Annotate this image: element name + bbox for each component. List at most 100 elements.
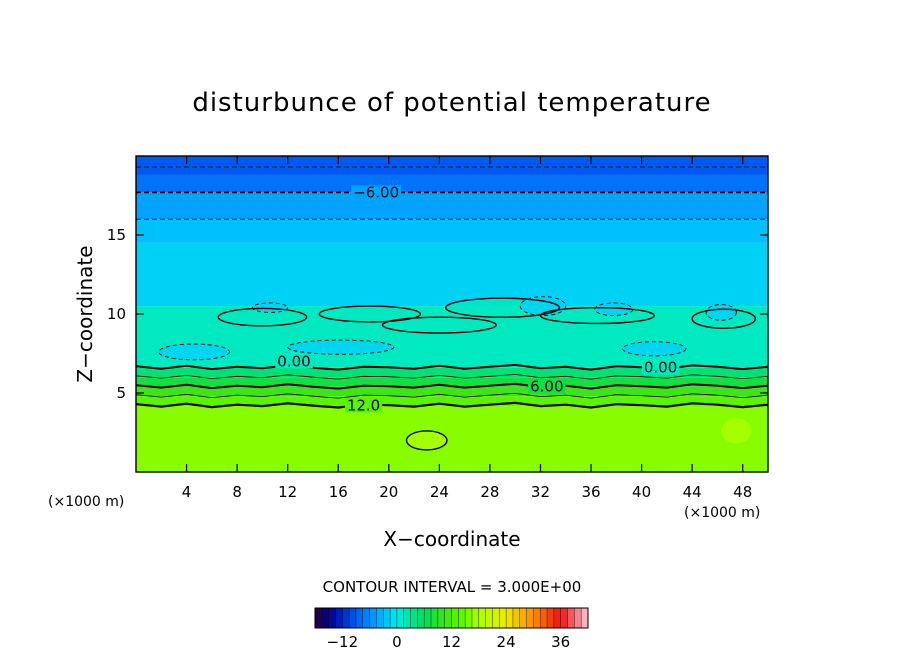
colorbar-cell [499,608,507,628]
contour-band-1 [136,396,768,406]
contour-patch-6 [158,344,230,360]
contour-label-4: 12.0 [347,397,380,415]
contour-band-3 [136,377,768,387]
colorbar-cell [458,608,466,628]
contour-label-1: 0.00 [277,352,310,370]
colorbar-cell [431,608,439,628]
colorbar-cell [506,608,514,628]
x-tick-label-6: 28 [480,483,499,501]
contour-label-0: −6.00 [353,183,399,201]
contour-loop-10 [519,296,567,317]
y-tick-label-1: 10 [107,305,126,323]
contour-patch-5 [382,317,497,333]
colorbar-cell [390,608,398,628]
contour-loop-6 [158,343,230,361]
colorbar-tick-label-3: 24 [497,633,516,651]
colorbar-cell [362,608,370,628]
colorbar-cell [437,608,445,628]
colorbar-cell [533,608,541,628]
colorbar-cell [574,608,582,628]
x-axis-ticks: 4 8 12 16 20 24 28 32 36 40 44 48 [182,156,752,501]
contour-loop-13 [405,430,448,451]
contour-patch-9 [252,302,288,313]
contour-patch-12 [706,304,737,321]
y-tick-label-0: 5 [116,384,126,402]
x-tick-label-7: 32 [531,483,550,501]
contour-band-0 [136,405,768,472]
contour-interval-label: CONTOUR INTERVAL = 3.000E+00 [323,578,582,596]
contour-label-bg-4 [344,398,383,413]
colorbar-cell [315,608,323,628]
contour-patch-8 [622,341,686,356]
colorbar-cell [451,608,459,628]
x-tick-label-11: 48 [733,483,752,501]
contour-band-2 [136,386,768,397]
colorbar-cell [540,608,548,628]
contour-loop-0 [217,307,308,327]
colorbar-cell [465,608,473,628]
contour-band-6 [136,242,768,307]
x-tick-label-0: 4 [182,483,192,501]
colorbar-cell [492,608,500,628]
x-tick-label-3: 16 [329,483,348,501]
colorbar-cell [376,608,384,628]
x-tick-label-1: 8 [232,483,242,501]
contour-label-bg-2 [641,360,680,375]
colorbar-cell [526,608,534,628]
chart-title: disturbunce of potential temperature [192,88,711,118]
contour-loop-1 [318,305,422,323]
colorbar-cell [383,608,391,628]
contour-patch-11 [594,302,633,316]
colorbar-tick-label-1: 0 [392,633,402,651]
contour-3-line [136,373,768,380]
contour-12-line [136,401,768,409]
contour-band-10 [136,156,768,175]
x-tick-label-2: 12 [278,483,297,501]
contour-patch-14 [721,418,752,444]
contour-patch-1 [319,306,421,322]
contour-label-bg-0 [351,185,402,200]
contour-loop-4 [691,308,757,329]
x-tick-label-4: 20 [379,483,398,501]
contour-loop-7 [287,339,395,355]
colorbar-cell [349,608,357,628]
y-axis-ticks: 5 10 15 [107,226,768,402]
contour-loop-2 [444,297,561,318]
contour-patch-13 [406,430,447,450]
contour-patch-7 [287,340,394,355]
contour-band-7 [136,219,768,243]
colorbar-cell [560,608,568,628]
colorbar-cell [396,608,405,628]
colorbar-cell [424,608,432,628]
colorbar-cell [567,608,575,628]
contour-6-line [136,382,768,390]
colorbar-cell [410,608,418,628]
colorbar-cell [403,608,411,628]
colorbar-cell [328,608,336,628]
contour-loop-5 [381,316,497,334]
colorbar-tick-label-4: 36 [551,633,570,651]
colorbar-cell [335,608,343,628]
colorbar-cell [342,608,350,628]
contour-patch-0 [218,308,307,326]
colorbar-cell [581,608,589,628]
colorbar-cell [547,608,555,628]
contour-band-8 [136,192,768,220]
contour-label-bg-1 [275,354,313,369]
y-unit-label: (×1000 m) [48,494,124,510]
contour-loop-9 [251,302,289,313]
contour-band-4 [136,367,768,378]
x-tick-label-9: 40 [632,483,651,501]
x-tick-label-8: 36 [581,483,600,501]
colorbar-cell [512,608,521,628]
x-axis-label: X−coordinate [383,527,520,551]
colorbar-cell [444,608,452,628]
contour-9-line [136,392,768,399]
colorbar-cell [369,608,377,628]
colorbar [314,607,589,629]
contour-label-2: 0.00 [644,359,677,377]
y-tick-label-2: 15 [107,226,126,244]
y-axis-label: Z−coordinate [73,245,97,382]
x-unit-label: (×1000 m) [684,505,760,521]
colorbar-tick-label-2: 12 [442,633,461,651]
